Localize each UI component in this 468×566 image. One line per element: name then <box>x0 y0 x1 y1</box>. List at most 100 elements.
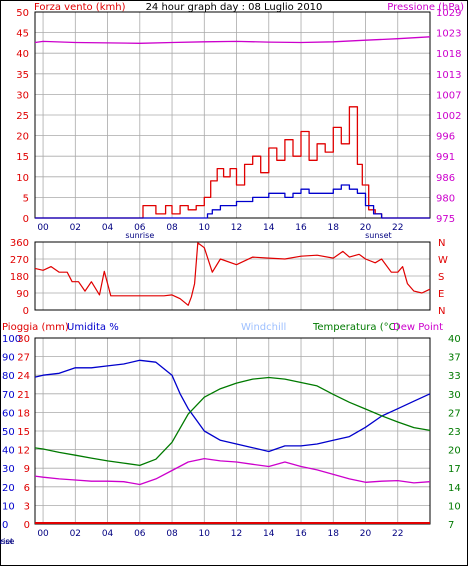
direction-compass-0: N <box>438 306 445 317</box>
rain-ytick-15: 15 <box>17 427 30 438</box>
humidity-ytick-70: 70 <box>2 390 15 401</box>
temp-ytick-7: 7 <box>448 520 454 531</box>
temp-ytick-23: 23 <box>448 427 461 438</box>
pressure-line <box>34 36 431 44</box>
wind-panel-xtick-22: 22 <box>392 223 403 233</box>
direction-ytick-360: 360 <box>10 238 29 249</box>
pressure-ytick-975: 975 <box>436 214 455 225</box>
direction-compass-4: N <box>438 238 445 249</box>
rain-ytick-9: 9 <box>24 464 30 475</box>
climate-panel-xtick-04: 04 <box>102 529 114 539</box>
humidity-ytick-80: 80 <box>2 371 15 382</box>
wind-ytick-15: 15 <box>16 152 29 163</box>
climate-panel-xtick-18: 18 <box>328 529 340 539</box>
wind-panel-xtick-18: 18 <box>328 223 340 233</box>
direction-compass-3: W <box>438 255 448 266</box>
wind-ytick-25: 25 <box>16 111 29 122</box>
humidity-ytick-40: 40 <box>2 446 15 457</box>
rain-ytick-6: 6 <box>24 483 30 494</box>
wind-ytick-35: 35 <box>16 70 29 81</box>
wind-direction-line <box>34 242 431 306</box>
wind-panel-sunrise-label: sunrise <box>125 231 154 240</box>
wind-panel-xtick-08: 08 <box>166 223 178 233</box>
direction-ytick-90: 90 <box>16 289 29 300</box>
wind-ytick-5: 5 <box>23 193 29 204</box>
temp-ytick-20: 20 <box>448 446 461 457</box>
wind-panel-xtick-02: 02 <box>70 223 81 233</box>
pressure-ytick-1013: 1013 <box>436 70 461 81</box>
temp-ytick-30: 30 <box>448 390 461 401</box>
temp-ytick-37: 37 <box>448 353 461 364</box>
wind-panel-xtick-06: 06 <box>134 223 146 233</box>
wind-panel-sunset-label: sunset <box>365 231 392 240</box>
direction-ytick-180: 180 <box>10 272 29 283</box>
wind-ytick-30: 30 <box>16 90 29 101</box>
wind-ytick-45: 45 <box>16 29 29 40</box>
pressure-ytick-991: 991 <box>436 152 455 163</box>
direction-ytick-270: 270 <box>10 255 29 266</box>
wind-ytick-0: 0 <box>23 214 29 225</box>
rain-ytick-0: 0 <box>24 520 30 531</box>
climate-panel-xtick-22: 22 <box>392 529 403 539</box>
humidity-ytick-10: 10 <box>2 501 15 512</box>
climate-panel-xtick-02: 02 <box>70 529 81 539</box>
temp-ytick-14: 14 <box>448 483 461 494</box>
rain-axis-label: Pioggia (mm) <box>2 322 69 333</box>
wind-speed-line <box>35 106 430 219</box>
climate-panel-xtick-00: 00 <box>37 529 49 539</box>
temp-ytick-27: 27 <box>448 408 461 419</box>
wind-panel-xtick-04: 04 <box>102 223 114 233</box>
climate-panel-sunset-label: sunset <box>0 537 13 546</box>
rain-ytick-24: 24 <box>17 371 30 382</box>
climate-panel-xtick-20: 20 <box>360 529 372 539</box>
climate-panel-sunrise-label: sunrise <box>0 537 15 546</box>
wind-panel-xtick-16: 16 <box>295 223 307 233</box>
humidity-line <box>34 359 431 453</box>
pressure-axis-label: Pressione (hPa) <box>387 2 464 13</box>
wind-panel-xtick-00: 00 <box>37 223 49 233</box>
legend-dew-point: Dew Point <box>393 322 443 333</box>
wind-ytick-10: 10 <box>16 173 29 184</box>
humidity-ytick-30: 30 <box>2 464 15 475</box>
wind-axis-label: Forza vento (kmh) <box>34 2 126 13</box>
climate-panel-xtick-06: 06 <box>134 529 146 539</box>
humidity-ytick-100: 100 <box>2 334 21 345</box>
wind-average-line <box>35 184 430 219</box>
pressure-ytick-1029: 1029 <box>436 8 461 19</box>
pressure-ytick-1002: 1002 <box>436 111 461 122</box>
rain-ytick-21: 21 <box>17 390 30 401</box>
rain-ytick-30: 30 <box>17 334 30 345</box>
graph-title: 24 hour graph day : 08 Luglio 2010 <box>146 2 323 13</box>
pressure-ytick-1023: 1023 <box>436 29 461 40</box>
humidity-ytick-50: 50 <box>2 427 15 438</box>
wind-panel-xtick-20: 20 <box>360 223 372 233</box>
temperature-line <box>34 376 431 467</box>
humidity-ytick-0: 0 <box>2 520 8 531</box>
dew-point-line <box>34 457 431 486</box>
humidity-axis-label: Umidita % <box>67 322 119 333</box>
wind-panel-xtick-14: 14 <box>263 223 275 233</box>
direction-compass-1: E <box>438 289 444 300</box>
pressure-ytick-986: 986 <box>436 173 455 184</box>
direction-compass-2: S <box>438 272 444 283</box>
wind-panel-xtick-10: 10 <box>199 223 211 233</box>
pressure-ytick-996: 996 <box>436 132 455 143</box>
rain-ytick-18: 18 <box>17 408 30 419</box>
humidity-ytick-90: 90 <box>2 353 15 364</box>
humidity-ytick-20: 20 <box>2 483 15 494</box>
wind-panel-xtick-12: 12 <box>231 223 242 233</box>
climate-panel-xtick-10: 10 <box>199 529 211 539</box>
legend-windchill: Windchill <box>241 322 286 333</box>
wind-ytick-40: 40 <box>16 49 29 60</box>
climate-panel-xtick-14: 14 <box>263 529 275 539</box>
humidity-ytick-60: 60 <box>2 408 15 419</box>
temp-ytick-33: 33 <box>448 371 461 382</box>
temp-ytick-40: 40 <box>448 334 461 345</box>
wind-ytick-50: 50 <box>16 8 29 19</box>
direction-panel-plot-area <box>34 241 431 311</box>
rain-ytick-27: 27 <box>17 353 30 364</box>
rain-ytick-12: 12 <box>17 446 30 457</box>
pressure-ytick-1018: 1018 <box>436 49 461 60</box>
pressure-ytick-1007: 1007 <box>436 90 461 101</box>
